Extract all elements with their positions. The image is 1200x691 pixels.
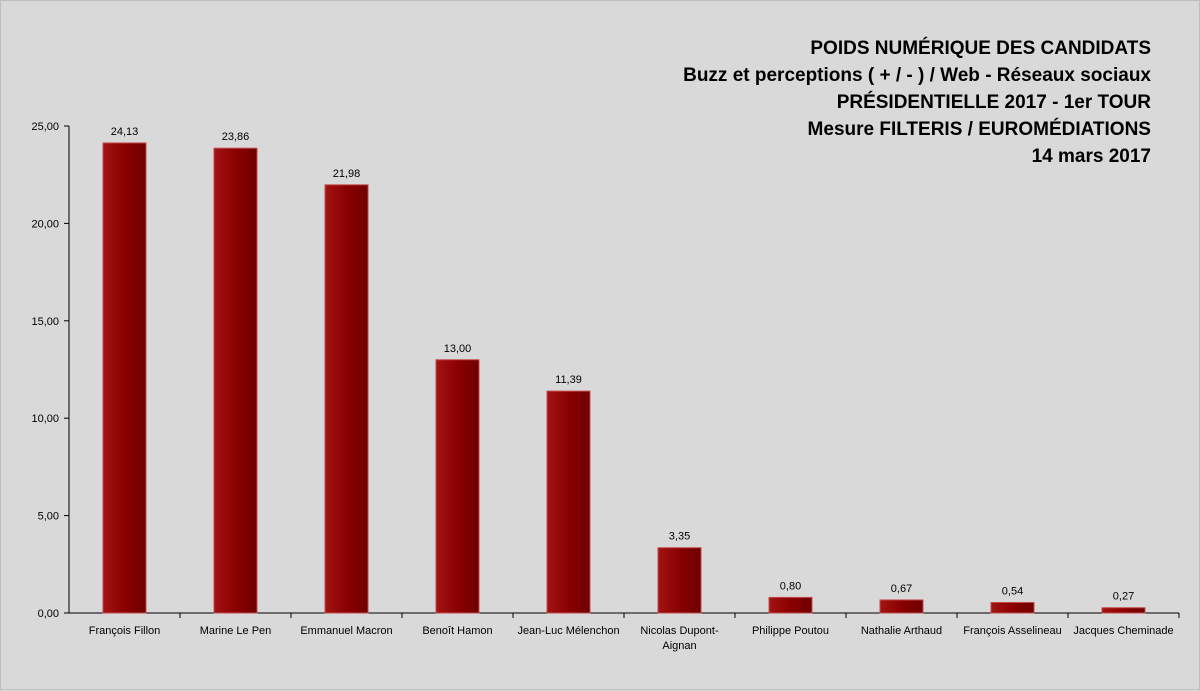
y-tick-label: 5,00 (38, 511, 59, 523)
y-tick-label: 20,00 (31, 218, 59, 230)
data-label: 23,86 (222, 131, 250, 143)
x-category-label: François Fillon (89, 625, 161, 637)
chart-title-block: POIDS NUMÉRIQUE DES CANDIDATS Buzz et pe… (683, 35, 1151, 170)
x-category-label: Benoît Hamon (422, 625, 492, 637)
bar (102, 142, 147, 614)
data-label: 0,54 (1002, 585, 1023, 597)
bar (1101, 607, 1146, 614)
data-label: 21,98 (333, 168, 361, 180)
x-category-label: Jean-Luc Mélenchon (517, 625, 619, 637)
x-category-label: Jacques Cheminade (1073, 625, 1173, 637)
labels-layer: 24,13 François Fillon 23,86 Marine Le Pen 21… (89, 126, 1174, 652)
chart-title-line-3: PRÉSIDENTIELLE 2017 - 1er TOUR (836, 92, 1151, 113)
x-category-label: François Asselineau (963, 625, 1061, 637)
data-label: 13,00 (444, 343, 472, 355)
x-category-label: Aignan (662, 640, 696, 652)
y-tick-label: 15,00 (31, 316, 59, 328)
x-category-label: Marine Le Pen (200, 625, 272, 637)
chart-title-line-4: Mesure FILTERIS / EUROMÉDIATIONS (807, 119, 1151, 140)
x-category-label: Philippe Poutou (752, 625, 829, 637)
data-label: 24,13 (111, 126, 139, 138)
bar (990, 601, 1035, 614)
bar (213, 147, 258, 614)
y-tick-label: 10,00 (31, 413, 59, 425)
data-label: 0,27 (1113, 591, 1134, 603)
bars-layer (102, 142, 1146, 614)
chart-title-line-2: Buzz et perceptions ( + / - ) / Web - Ré… (683, 65, 1151, 86)
x-category-label: Nicolas Dupont- (640, 625, 719, 637)
x-category-label: Emmanuel Macron (300, 625, 392, 637)
bar (657, 547, 702, 614)
bar (768, 596, 813, 614)
bar (324, 184, 369, 614)
y-tick-label: 25,00 (31, 121, 59, 133)
data-label: 0,67 (891, 583, 912, 595)
y-tick-label: 0,00 (38, 608, 59, 620)
data-label: 11,39 (555, 374, 582, 386)
bar (879, 599, 924, 614)
x-category-label: Nathalie Arthaud (861, 625, 942, 637)
axes-layer: 0,00 5,00 10,00 15,00 20,00 25,00 (31, 121, 1180, 620)
chart-title-line-5: 14 mars 2017 (1031, 146, 1151, 167)
bar (435, 359, 480, 614)
chart-title-line-1: POIDS NUMÉRIQUE DES CANDIDATS (810, 38, 1151, 59)
bar (546, 390, 591, 614)
data-label: 0,80 (780, 580, 801, 592)
data-label: 3,35 (669, 531, 690, 543)
